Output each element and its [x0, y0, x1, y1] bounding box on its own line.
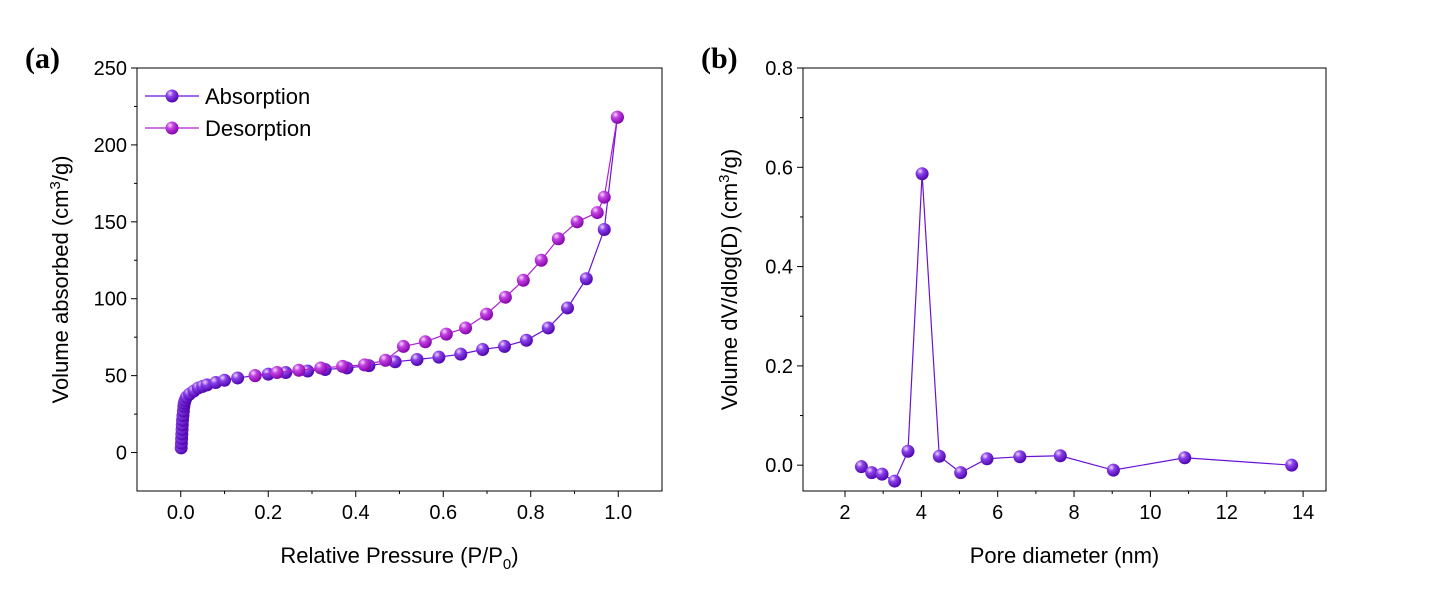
data-point: [418, 335, 432, 349]
x-tick-label: 10: [1139, 502, 1161, 524]
y-axis-label-text: Volume absorbed (cm: [48, 190, 73, 404]
x-tick-label: 1.0: [604, 502, 632, 524]
data-point: [498, 290, 512, 304]
panel-label: (a): [25, 42, 60, 75]
x-axis-label-text: Pore diameter (nm): [970, 543, 1160, 568]
x-tick-label: 0.4: [342, 502, 370, 524]
y-axis-label: Volume absorbed (cm3/g): [47, 155, 73, 403]
chart-b: 2 4 6 8 10 12 14 0.0 0.2 0.4 0.6 0.8 Pore diameter (…: [701, 42, 1327, 568]
y-tick-label: 150: [94, 212, 127, 234]
data-point: [270, 366, 284, 380]
series-line-desorption: [255, 117, 618, 377]
legend-marker: [165, 89, 179, 103]
y-axis-label-text: Volume dV/dlog(D) (cm: [717, 183, 742, 410]
data-point: [379, 353, 392, 367]
data-point: [439, 327, 453, 341]
data-point: [1053, 449, 1067, 463]
x-tick-label: 0.6: [429, 502, 457, 524]
data-point: [597, 223, 611, 237]
data-point: [1013, 450, 1027, 464]
x-tick-label: 6: [992, 502, 1003, 524]
x-axis-label: Pore diameter (nm): [970, 543, 1160, 568]
y-axis-label-end: /g): [48, 155, 73, 181]
y-tick-label: 50: [105, 366, 127, 388]
x-tick-label: 0.2: [254, 502, 282, 524]
series-line-absorption: [180, 117, 618, 448]
data-point: [358, 358, 371, 372]
y-tick-label: 200: [94, 135, 127, 157]
data-point: [454, 347, 468, 361]
x-tick-label: 2: [839, 502, 850, 524]
x-tick-label: 8: [1068, 502, 1079, 524]
y-axis-label-end: /g): [717, 149, 742, 175]
data-point: [534, 253, 548, 267]
data-point: [292, 363, 306, 377]
data-point: [516, 273, 530, 287]
legend-label: Absorption: [205, 84, 310, 109]
data-point: [954, 466, 968, 480]
data-point: [336, 359, 350, 373]
data-point: [854, 460, 868, 474]
data-point: [888, 474, 902, 488]
data-point: [388, 355, 402, 369]
data-point: [480, 307, 494, 321]
data-point: [459, 321, 473, 335]
y-tick-label: 0: [116, 443, 127, 465]
x-axis-label-end: ): [511, 543, 518, 568]
data-point: [561, 301, 574, 315]
data-point: [314, 361, 328, 375]
y-tick-label: 0.4: [765, 257, 793, 279]
data-point: [610, 110, 624, 124]
data-point: [597, 190, 611, 204]
data-point: [519, 333, 533, 347]
data-point: [1106, 463, 1120, 477]
y-axis-label: Volume dV/dlog(D) (cm3/g): [716, 149, 742, 410]
data-point: [901, 444, 915, 458]
y-tick-label: 0.6: [765, 157, 793, 179]
series-line-psd: [861, 173, 1292, 482]
data-point: [932, 449, 946, 463]
data-point: [875, 467, 889, 481]
panel-label: (b): [701, 42, 738, 75]
legend-marker: [165, 121, 179, 135]
y-tick-label: 100: [94, 289, 127, 311]
data-point: [432, 350, 446, 364]
data-point: [498, 339, 511, 353]
x-tick-label: 0.0: [167, 502, 195, 524]
x-tick-label: 14: [1292, 502, 1314, 524]
x-tick-label: 4: [916, 502, 927, 524]
data-point: [980, 452, 994, 466]
y-axis-label-sup: 3: [716, 174, 733, 182]
data-point: [231, 371, 245, 385]
data-point: [579, 272, 593, 286]
data-point: [476, 342, 490, 356]
legend-label: Desorption: [205, 116, 311, 141]
y-tick-label: 250: [94, 58, 127, 80]
data-point: [248, 369, 262, 383]
y-axis-label-sup: 3: [47, 181, 64, 189]
x-tick-label: 0.8: [517, 502, 545, 524]
y-tick-label: 0.0: [765, 455, 793, 477]
data-point: [865, 466, 879, 480]
x-axis-label-text: Relative Pressure (P/P: [280, 543, 503, 568]
y-tick-label: 0.8: [765, 58, 793, 80]
y-tick-label: 0.2: [765, 356, 793, 378]
x-tick-label: 12: [1216, 502, 1238, 524]
data-point: [570, 215, 584, 229]
data-point: [915, 167, 929, 181]
data-point: [1285, 458, 1299, 472]
data-point: [410, 352, 424, 366]
plot-frame: [802, 67, 1327, 492]
data-point: [541, 321, 555, 335]
data-point: [396, 339, 410, 353]
x-axis-label: Relative Pressure (P/P0): [280, 543, 518, 573]
x-axis-label-sub: 0: [503, 556, 511, 573]
data-point: [1178, 451, 1192, 465]
data-point: [218, 373, 231, 387]
data-point: [590, 206, 604, 220]
chart-a: 0.0 0.2 0.4 0.6 0.8 1.0 0 50 100 150 200 250 Relativ…: [25, 42, 663, 573]
data-point: [551, 232, 565, 246]
